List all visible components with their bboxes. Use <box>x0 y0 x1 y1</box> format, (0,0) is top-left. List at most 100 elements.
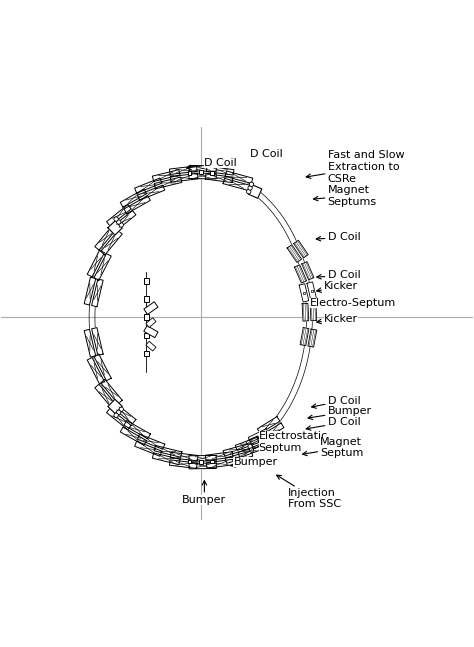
Polygon shape <box>294 265 307 283</box>
Circle shape <box>114 413 118 417</box>
Text: Electrostatic
Septum: Electrostatic Septum <box>259 432 328 453</box>
Circle shape <box>248 186 252 190</box>
Polygon shape <box>235 437 259 450</box>
Text: Injection
From SSC: Injection From SSC <box>277 475 341 509</box>
Polygon shape <box>94 254 111 280</box>
Bar <box>146 342 156 351</box>
Circle shape <box>249 448 254 452</box>
Bar <box>310 290 313 292</box>
Polygon shape <box>84 278 96 305</box>
Polygon shape <box>170 452 198 461</box>
Circle shape <box>117 220 121 225</box>
Text: Bumper: Bumper <box>230 457 277 467</box>
Polygon shape <box>137 434 165 449</box>
Polygon shape <box>107 408 131 430</box>
Polygon shape <box>294 240 308 258</box>
Circle shape <box>119 407 123 411</box>
Bar <box>199 170 202 174</box>
Polygon shape <box>206 459 234 468</box>
Polygon shape <box>94 354 111 380</box>
Bar <box>144 333 149 338</box>
Text: Magnet
Septum: Magnet Septum <box>302 437 364 459</box>
Text: D Coil: D Coil <box>311 395 360 408</box>
Polygon shape <box>100 230 122 255</box>
Polygon shape <box>170 460 197 468</box>
Polygon shape <box>206 166 234 175</box>
Polygon shape <box>124 421 150 439</box>
Polygon shape <box>205 173 233 182</box>
Polygon shape <box>300 327 309 345</box>
Text: D Coil: D Coil <box>317 270 360 280</box>
Polygon shape <box>310 303 317 321</box>
Polygon shape <box>84 329 96 357</box>
Polygon shape <box>251 435 272 449</box>
Polygon shape <box>87 250 104 277</box>
Polygon shape <box>223 179 251 191</box>
Text: D Coil: D Coil <box>250 149 283 159</box>
Polygon shape <box>137 185 165 200</box>
Polygon shape <box>154 446 182 457</box>
Circle shape <box>248 444 252 448</box>
Polygon shape <box>248 436 262 450</box>
Text: Electro-Septum: Electro-Septum <box>310 298 396 308</box>
Polygon shape <box>95 384 117 409</box>
Polygon shape <box>238 444 262 457</box>
Text: Magnet
Septums: Magnet Septums <box>313 185 377 206</box>
Polygon shape <box>307 282 317 300</box>
Text: D Coil: D Coil <box>316 232 360 243</box>
Bar <box>146 318 156 327</box>
Polygon shape <box>107 204 131 226</box>
Polygon shape <box>287 245 301 263</box>
Polygon shape <box>248 185 262 198</box>
Bar <box>144 278 149 283</box>
Polygon shape <box>120 427 146 445</box>
Text: Bumper: Bumper <box>182 481 227 505</box>
Polygon shape <box>223 444 251 456</box>
Polygon shape <box>308 329 317 347</box>
Polygon shape <box>153 453 180 465</box>
Polygon shape <box>225 451 253 463</box>
Circle shape <box>117 410 121 415</box>
Polygon shape <box>108 399 122 413</box>
Polygon shape <box>100 379 122 404</box>
Polygon shape <box>108 221 122 235</box>
Polygon shape <box>189 166 216 171</box>
Polygon shape <box>302 261 314 280</box>
Bar <box>210 459 214 463</box>
Text: Fast and Slow
Extraction to
CSRe: Fast and Slow Extraction to CSRe <box>306 150 404 184</box>
Polygon shape <box>225 171 253 184</box>
Polygon shape <box>111 402 136 424</box>
Polygon shape <box>91 279 103 307</box>
Polygon shape <box>189 455 216 461</box>
Polygon shape <box>205 452 233 461</box>
Text: D Coil: D Coil <box>187 158 237 170</box>
Polygon shape <box>170 173 198 182</box>
Polygon shape <box>111 211 136 232</box>
Circle shape <box>249 182 254 186</box>
Text: Bumper: Bumper <box>308 406 372 419</box>
Polygon shape <box>262 423 284 440</box>
Bar <box>144 351 149 356</box>
Polygon shape <box>154 177 182 189</box>
Polygon shape <box>135 441 162 456</box>
Bar <box>188 171 191 175</box>
Polygon shape <box>95 226 117 250</box>
Bar <box>188 459 191 463</box>
Polygon shape <box>189 173 216 179</box>
Circle shape <box>246 190 251 194</box>
Polygon shape <box>189 463 216 469</box>
Bar <box>144 314 149 320</box>
Bar <box>144 302 158 314</box>
Bar <box>144 296 149 302</box>
Bar <box>303 292 305 294</box>
Polygon shape <box>87 358 104 384</box>
Polygon shape <box>302 303 309 321</box>
Circle shape <box>246 441 251 445</box>
Bar <box>144 325 158 338</box>
Polygon shape <box>153 170 180 181</box>
Polygon shape <box>120 189 146 207</box>
Bar <box>199 460 202 464</box>
Polygon shape <box>299 284 309 302</box>
Circle shape <box>119 223 123 227</box>
Text: Kicker: Kicker <box>317 314 358 324</box>
